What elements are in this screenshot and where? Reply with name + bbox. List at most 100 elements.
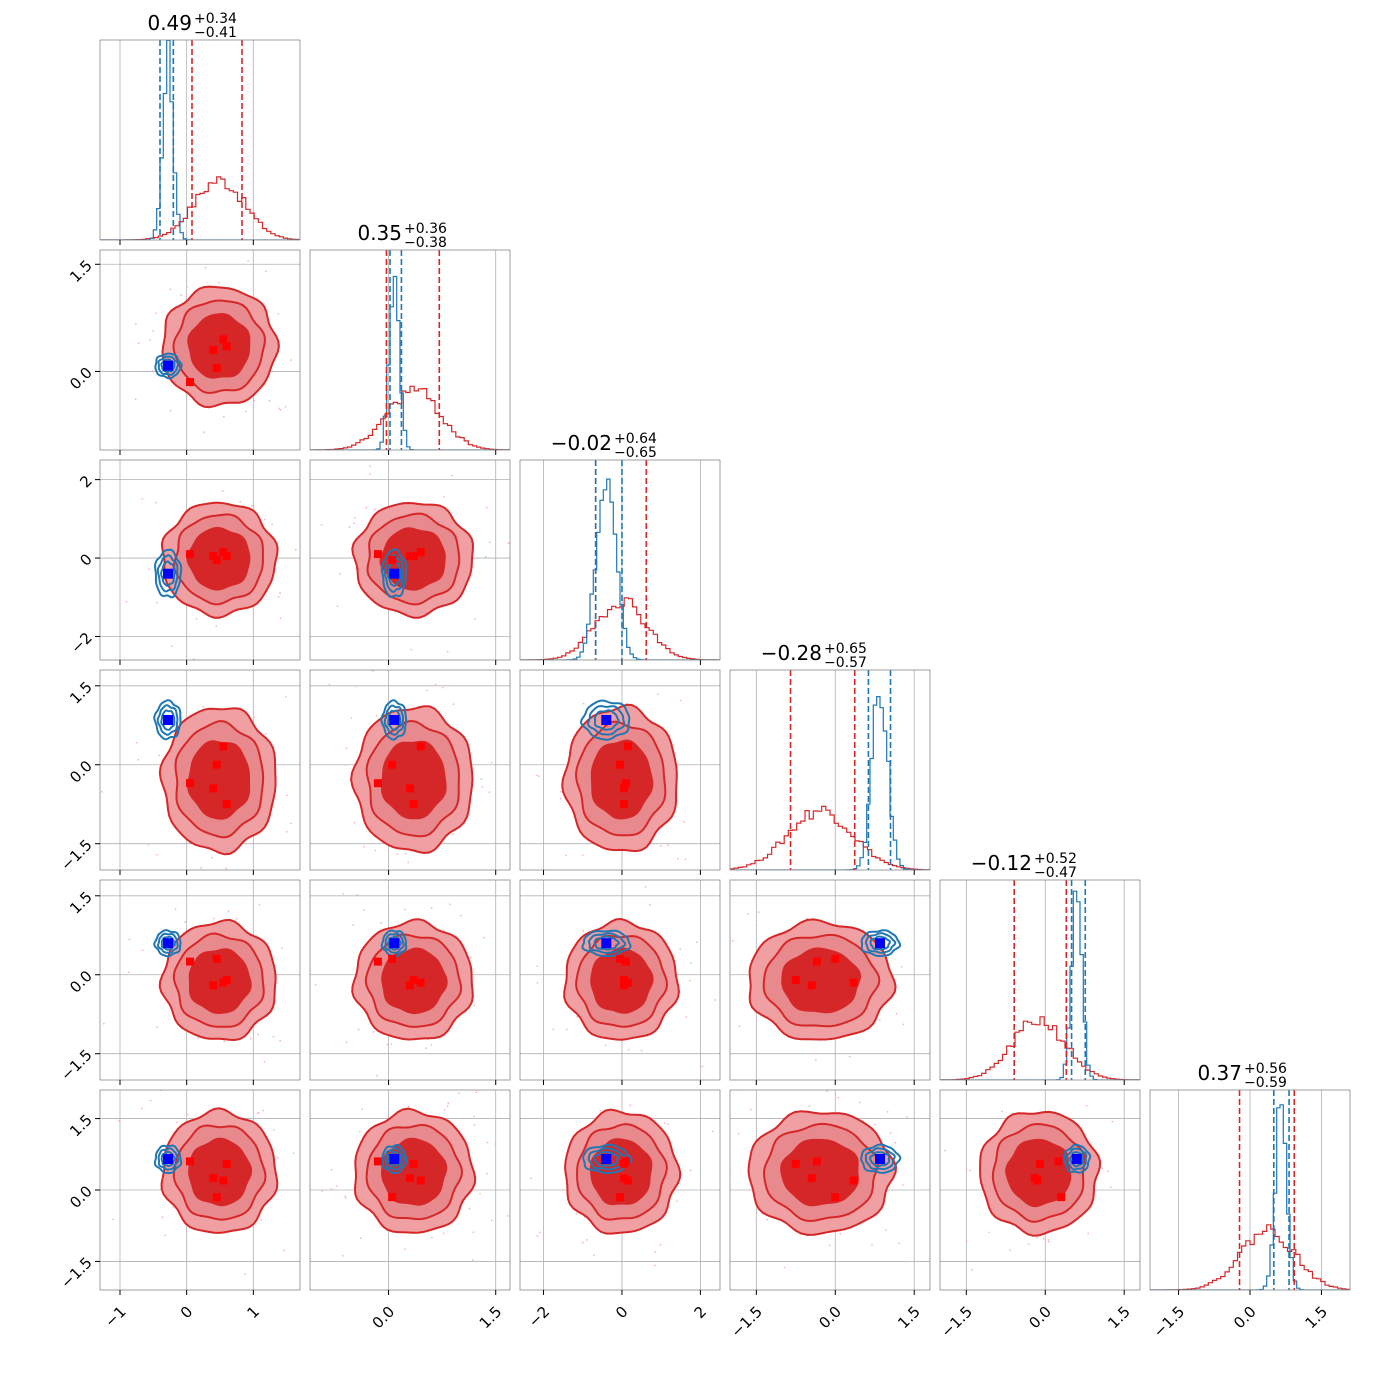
sample-point bbox=[339, 572, 342, 575]
sample-point bbox=[176, 1121, 178, 1123]
sample-point bbox=[386, 878, 388, 880]
contour-blue bbox=[383, 704, 404, 736]
sample-point bbox=[1109, 1186, 1112, 1189]
sample-point bbox=[1107, 1170, 1109, 1172]
sample-point bbox=[151, 369, 154, 372]
panel-content bbox=[310, 250, 510, 450]
contour-blue bbox=[380, 699, 408, 741]
marker-blue bbox=[163, 360, 173, 371]
hist-blue bbox=[730, 696, 930, 870]
sample-point bbox=[314, 983, 317, 986]
contour-blue bbox=[593, 709, 620, 731]
sample-point bbox=[814, 1059, 817, 1061]
sample-point bbox=[690, 962, 693, 964]
sample-point bbox=[260, 1219, 262, 1221]
contour-blue bbox=[387, 1150, 402, 1167]
title-minus: −0.41 bbox=[194, 25, 237, 41]
sample-point bbox=[737, 1133, 740, 1135]
sample-point bbox=[878, 1019, 881, 1021]
sample-point bbox=[263, 518, 266, 521]
sample-point bbox=[354, 685, 357, 688]
marker-red bbox=[222, 342, 231, 351]
sample-point bbox=[494, 1143, 496, 1145]
sample-point bbox=[148, 568, 150, 570]
hist-blue bbox=[310, 275, 510, 450]
marker-red bbox=[831, 954, 840, 963]
title-plus: +0.65 bbox=[824, 641, 867, 657]
panel-content bbox=[730, 1090, 930, 1290]
marker-blue bbox=[163, 1154, 173, 1164]
marker-red bbox=[1057, 1193, 1066, 1202]
sample-point bbox=[667, 844, 669, 847]
sample-point bbox=[253, 716, 255, 719]
sample-point bbox=[164, 1234, 167, 1237]
sample-point bbox=[871, 1243, 873, 1246]
y-tick-label: 0 bbox=[76, 550, 95, 569]
sample-point bbox=[1000, 1110, 1003, 1113]
sample-point bbox=[294, 548, 297, 551]
sample-point bbox=[320, 524, 323, 526]
title-plus: +0.64 bbox=[614, 431, 657, 447]
sample-point bbox=[443, 496, 445, 498]
contour-red-inner bbox=[187, 312, 251, 379]
hist-red bbox=[1150, 1224, 1350, 1290]
sample-point bbox=[134, 398, 137, 401]
title-minus: −0.57 bbox=[824, 655, 867, 671]
panel-content bbox=[310, 460, 510, 660]
sample-point bbox=[449, 903, 451, 905]
contour-blue bbox=[387, 935, 402, 951]
marker-red bbox=[621, 957, 630, 966]
sample-point bbox=[723, 984, 725, 986]
sample-point bbox=[148, 339, 151, 341]
sample-point bbox=[141, 497, 144, 500]
sample-point bbox=[514, 732, 516, 734]
marker-red bbox=[186, 1157, 194, 1166]
sample-point bbox=[450, 474, 453, 477]
sample-point bbox=[307, 1206, 309, 1208]
sample-point bbox=[530, 1177, 532, 1180]
x-tick-label: 0 bbox=[612, 1303, 631, 1322]
marker-red bbox=[812, 957, 821, 966]
title-main: −0.02 bbox=[551, 431, 612, 455]
contour-red-inner bbox=[781, 947, 862, 1014]
sample-point bbox=[373, 508, 376, 511]
sample-point bbox=[407, 1105, 410, 1108]
panel-frame bbox=[939, 879, 1141, 1081]
sample-point bbox=[696, 941, 698, 944]
sample-point bbox=[902, 1023, 905, 1026]
sample-point bbox=[345, 747, 348, 750]
sample-point bbox=[285, 830, 288, 833]
sample-point bbox=[488, 541, 491, 544]
panel-frame bbox=[309, 879, 511, 1081]
sample-point bbox=[458, 1092, 461, 1095]
contour-blue bbox=[154, 548, 183, 599]
sample-point bbox=[468, 1207, 471, 1210]
marker-red bbox=[222, 800, 231, 809]
sample-point bbox=[431, 1236, 433, 1239]
sample-point bbox=[127, 971, 130, 974]
sample-point bbox=[659, 1243, 662, 1246]
marker-red bbox=[849, 978, 858, 987]
sample-point bbox=[344, 1196, 347, 1199]
marker-red bbox=[849, 1176, 858, 1185]
x-tick-label: 1 bbox=[244, 1303, 263, 1322]
marker-red bbox=[388, 1193, 397, 1202]
marker-red bbox=[1054, 1157, 1063, 1166]
sample-point bbox=[271, 523, 273, 526]
sample-point bbox=[272, 1035, 275, 1038]
hist-blue bbox=[100, 40, 300, 240]
marker-red bbox=[616, 954, 624, 963]
sample-point bbox=[513, 909, 515, 911]
title-minus: −0.59 bbox=[1244, 1075, 1287, 1091]
panel-5-1: 0.0 1.5 bbox=[309, 1089, 511, 1332]
contour-blue bbox=[579, 699, 631, 741]
diag-panel-3: −0.28 +0.65−0.57 bbox=[729, 641, 931, 875]
sample-point bbox=[603, 888, 605, 890]
x-tick-label: −2 bbox=[525, 1303, 553, 1331]
marker-blue bbox=[163, 938, 173, 949]
marker-red bbox=[416, 978, 425, 987]
contour-blue bbox=[156, 704, 179, 736]
marker-red bbox=[619, 1174, 628, 1183]
sample-point bbox=[172, 1206, 175, 1209]
marker-blue bbox=[389, 715, 400, 725]
